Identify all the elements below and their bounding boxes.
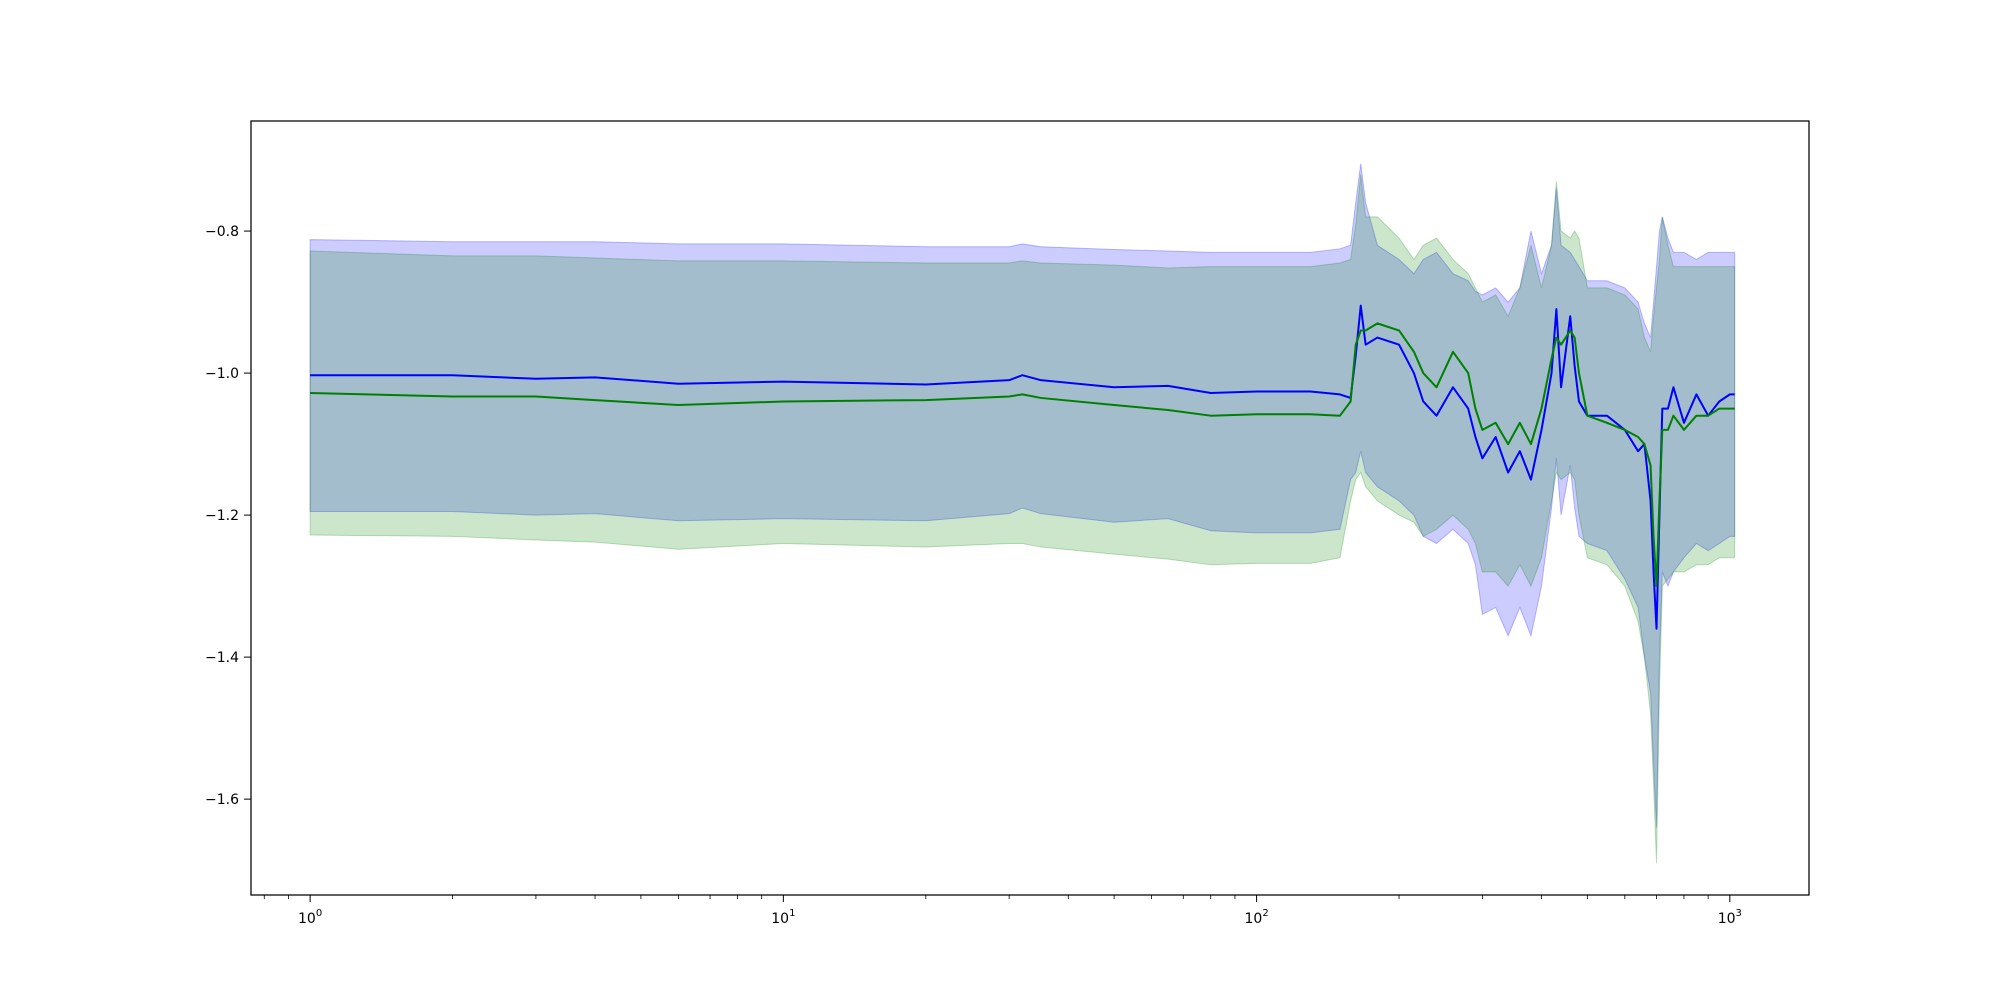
y-tick-label-4: −1.6 bbox=[205, 792, 239, 808]
series-line-1 bbox=[310, 322, 1735, 588]
confidence-bands bbox=[309, 163, 1736, 864]
y-tick-label-3: −1.4 bbox=[205, 650, 239, 666]
series-lines bbox=[310, 304, 1735, 630]
y-axis: −0.8 −1.0 −1.2 −1.4 −1.6 bbox=[205, 224, 251, 808]
confidence-band-0 bbox=[309, 163, 1736, 828]
y-tick-label-0: −0.8 bbox=[205, 224, 239, 240]
confidence-band-1 bbox=[309, 174, 1736, 864]
y-tick-label-1: −1.0 bbox=[205, 366, 239, 382]
y-tick-label-2: −1.2 bbox=[205, 508, 239, 524]
plot-area-frame bbox=[250, 120, 1810, 896]
